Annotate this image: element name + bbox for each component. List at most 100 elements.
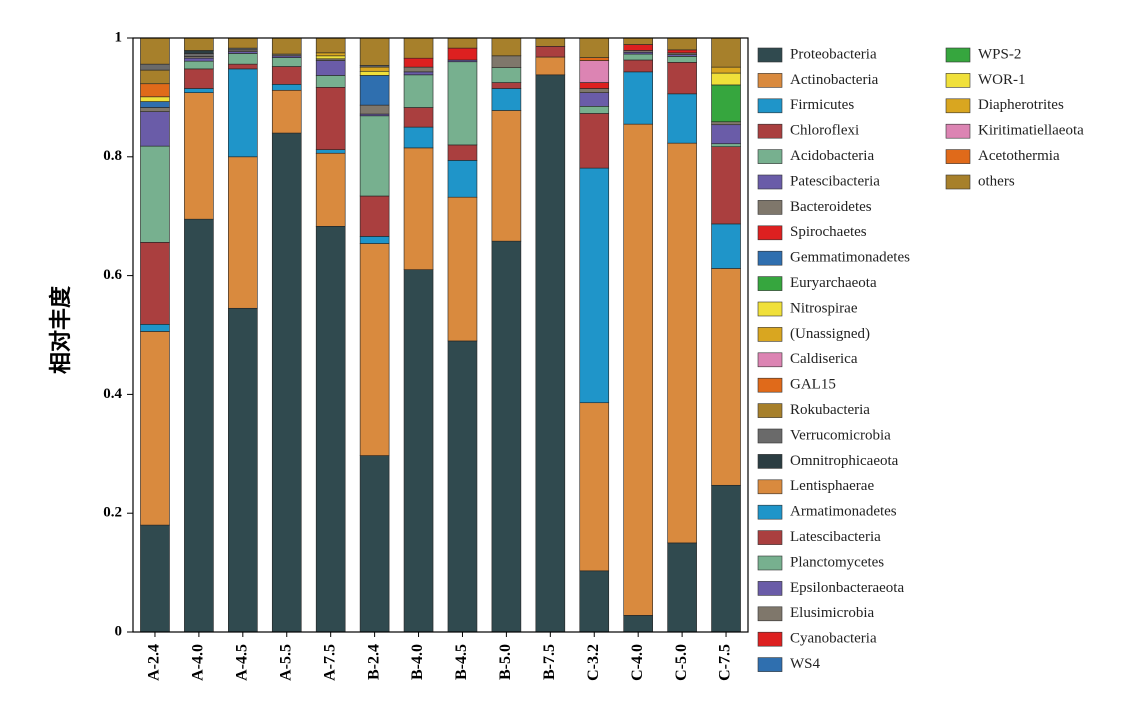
legend-swatch [757, 631, 783, 647]
bar-segment-A-2.4-actinobacteria [140, 331, 170, 526]
bar-segment-B-4.0-actinobacteria [403, 147, 434, 270]
legend-label: Chloroflexi [790, 123, 859, 139]
bar-segment-C-3.2-bacteroidetes [579, 88, 610, 93]
legend-label: Elusimicrobia [790, 605, 874, 621]
bar-segment-B-2.4-actinobacteria [359, 243, 390, 456]
legend-label: Armatimonadetes [790, 504, 897, 520]
x-tick-label: B-7.5 [541, 644, 558, 680]
bar-segment-B-2.4--unassigned- [359, 66, 390, 72]
bar-segment-C-4.0-firmicutes [623, 71, 653, 125]
legend-label: Cyanobacteria [790, 631, 877, 647]
bar-segment-A-7.5-others [315, 37, 346, 54]
bar-segment-C-7.5-actinobacteria [711, 268, 741, 486]
bar-segment-C-5.0-proteobacteria [667, 542, 697, 633]
bar-segment-C-3.2-caldiserica [579, 60, 610, 83]
bar-segment-A-4.0-acidobacteria [184, 60, 214, 70]
bar-segment-C-3.2-gal15 [579, 57, 610, 61]
legend-swatch [757, 174, 783, 190]
bar-segment-A-4.5-acidobacteria [228, 53, 258, 65]
bar-segment-B-4.5-others [447, 37, 478, 49]
legend-label: Acetothermia [978, 148, 1060, 164]
legend-swatch [757, 47, 783, 63]
bar-segment-C-4.0-proteobacteria [623, 615, 653, 633]
x-tick-label: A-2.4 [146, 644, 163, 681]
legend-swatch [757, 352, 783, 368]
legend-label: Kiritimatiellaeota [978, 123, 1084, 139]
bar-segment-C-5.0-actinobacteria [667, 142, 697, 544]
legend-swatch [945, 98, 971, 114]
legend-swatch [945, 47, 971, 63]
legend-swatch [757, 149, 783, 164]
plot-frame [132, 37, 749, 633]
bar-segment-B-4.0-bacteroidetes [403, 66, 434, 73]
x-tick-label: C-7.5 [717, 644, 734, 681]
legend-swatch [757, 403, 783, 418]
bar-segment-A-2.4-verrucomicrobia [140, 63, 170, 71]
bar-segment-C-4.0-spirochaetes [623, 44, 653, 51]
y-tick-label: 0.8 [103, 148, 122, 164]
bars-layer [140, 37, 741, 633]
y-axis-label: 相对丰度 [48, 285, 74, 374]
bar-segment-C-3.2-actinobacteria [579, 402, 610, 572]
bar-segment-B-2.4-nitrospirae [359, 70, 390, 76]
bar-segment-B-7.5-others [535, 37, 566, 47]
legend-label: Spirochaetes [790, 224, 867, 240]
legend-swatch [757, 530, 783, 545]
legend-swatch [757, 454, 783, 469]
bar-segment-B-4.0-firmicutes [403, 126, 434, 149]
bar-segment-C-5.0-firmicutes [667, 93, 697, 144]
legend-swatch [757, 123, 783, 139]
bar-segment-C-7.5-firmicutes [711, 223, 741, 269]
legend-label: Patescibacteria [790, 173, 880, 189]
legend-label: Epsilonbacteraeota [790, 580, 904, 596]
bar-segment-B-4.5-chloroflexi [447, 144, 478, 161]
x-tick-label: C-3.2 [585, 644, 602, 681]
bar-segment-C-7.5-acidobacteria [711, 143, 741, 147]
bar-segment-A-2.4-firmicutes [140, 324, 170, 332]
legend-label: WOR-1 [978, 72, 1026, 88]
bar-segment-B-7.5-chloroflexi [535, 46, 566, 58]
bar-segment-C-3.2-spirochaetes [579, 82, 610, 89]
bar-segment-B-4.0-patescibacteria [403, 71, 434, 76]
x-tick-label: C-5.0 [673, 644, 690, 681]
legend-swatch [945, 174, 971, 190]
legend-label: Latescibacteria [790, 529, 881, 545]
x-tick-label: A-4.5 [233, 644, 250, 681]
legend-label: Rokubacteria [790, 402, 870, 418]
bar-segment-B-4.0-others [403, 37, 434, 59]
bar-segment-C-3.2-others [579, 37, 610, 58]
x-tick-label: C-4.0 [629, 644, 646, 681]
y-tick-label: 0.4 [103, 386, 122, 402]
bar-segment-A-4.0-others [184, 37, 214, 51]
bar-segment-C-7.5-proteobacteria [711, 484, 741, 633]
legend-swatch [757, 276, 783, 291]
bar-segment-C-7.5-euryarchaeota [711, 84, 741, 123]
bar-segment-A-4.0-patescibacteria [184, 57, 214, 62]
bar-segment-C-7.5--unassigned- [711, 66, 741, 74]
bar-segment-B-4.0-proteobacteria [403, 269, 434, 633]
bar-segment-A-4.0-verrucomicrobia [184, 53, 214, 57]
legend-swatch [757, 250, 783, 266]
legend-swatch [757, 377, 783, 393]
legend-label: Omnitrophicaeota [790, 453, 899, 469]
bar-segment-A-7.5-chloroflexi [315, 87, 346, 150]
legend-label: WS4 [790, 656, 821, 672]
legend-label: Planctomycetes [790, 554, 884, 570]
y-tick-label: 0.2 [103, 505, 122, 521]
bar-segment-A-4.5-others [228, 37, 258, 49]
legend-label: Lentisphaerae [790, 478, 874, 494]
x-tick-label: B-4.0 [409, 644, 426, 680]
bar-segment-A-2.4-gemmatimonadetes [140, 101, 170, 108]
bar-segment-C-3.2-firmicutes [579, 167, 610, 404]
x-tick-label: B-4.5 [453, 644, 470, 680]
legend-label: (Unassigned) [790, 326, 870, 342]
bar-segment-B-5.0-chloroflexi [491, 82, 522, 89]
legend-label: Diapherotrites [978, 97, 1064, 113]
legend-label: Bacteroidetes [790, 199, 872, 215]
x-tick-label: B-5.0 [497, 644, 514, 680]
bar-segment-A-2.4-chloroflexi [140, 242, 170, 325]
bar-segment-A-4.5-chloroflexi [228, 63, 258, 70]
bar-segment-A-7.5-actinobacteria [315, 152, 346, 227]
bar-segment-A-4.0-actinobacteria [184, 92, 214, 220]
